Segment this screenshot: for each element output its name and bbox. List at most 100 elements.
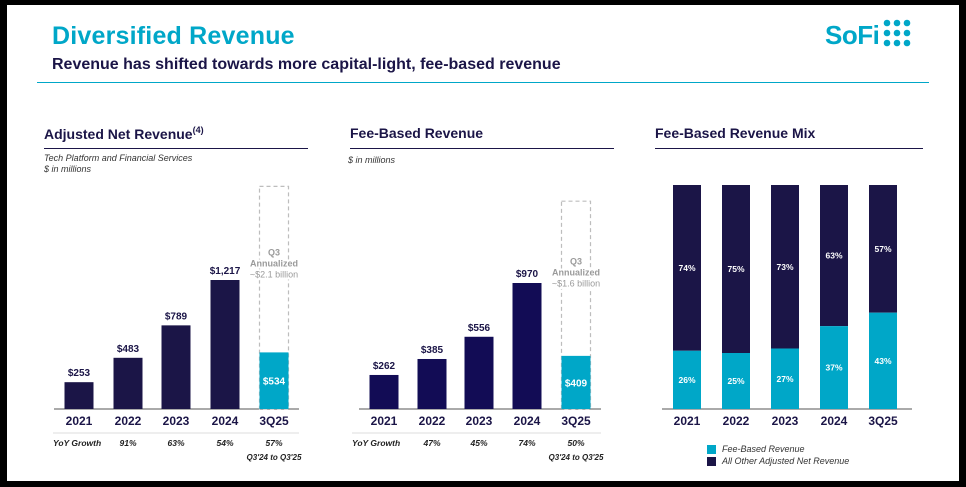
- chart1-tick-label: 2023: [163, 414, 190, 428]
- chart3-bar-fee-2023: [771, 348, 799, 409]
- page-subtitle: Revenue has shifted towards more capital…: [52, 56, 561, 73]
- chart1-data-label: $789: [165, 311, 188, 322]
- chart3-legend: Fee-Based Revenue All Other Adjusted Net…: [707, 443, 849, 467]
- chart2-bar-3Q25: [561, 355, 591, 409]
- legend-item-fee-based: Fee-Based Revenue: [707, 443, 849, 455]
- chart2-annualized-label: Annualized: [552, 268, 600, 278]
- chart3-label-fee: 43%: [874, 356, 891, 366]
- chart3-tick-label: 2024: [821, 414, 848, 428]
- chart1-data-label: $534: [263, 377, 286, 388]
- chart1-growth-value: 91%: [119, 438, 136, 448]
- chart1-title: Adjusted Net Revenue: [44, 126, 193, 142]
- chart3-bar-fee-3Q25: [869, 312, 897, 409]
- chart1-growth-label: YoY Growth: [53, 438, 101, 448]
- chart3-label-fee: 26%: [678, 375, 695, 385]
- sofi-logo: SoFi: [825, 19, 911, 52]
- chart1-bar-2024: [210, 280, 240, 409]
- chart2-data-label: $385: [421, 345, 444, 356]
- panel-title-fee-based-revenue: Fee-Based Revenue: [350, 125, 484, 141]
- chart3-tick-label: 3Q25: [868, 414, 898, 428]
- chart2-growth-label: YoY Growth: [352, 438, 400, 448]
- chart1-bar-3Q25: [259, 352, 289, 409]
- chart2-tick-label: 2023: [466, 414, 493, 428]
- chart1-note-2: $ in millions: [44, 164, 92, 174]
- chart3-label-other: 57%: [874, 244, 891, 254]
- chart1-bar-2022: [113, 357, 143, 409]
- panel-rule-1: [44, 148, 308, 149]
- chart1-data-label: $483: [117, 344, 140, 355]
- chart1-notes: Tech Platform and Financial Services $ i…: [44, 153, 192, 175]
- chart2-growth-footnote: Q3'24 to Q3'25: [549, 453, 604, 462]
- chart2-tick-label: 2022: [419, 414, 446, 428]
- chart1-annualized-label: Q3: [268, 247, 280, 257]
- chart1-bar-2023: [161, 325, 191, 409]
- chart2-annualized-label: Q3: [570, 257, 582, 267]
- chart3-bar-other-3Q25: [869, 185, 897, 313]
- chart2-tick-label: 2021: [371, 414, 398, 428]
- chart2-bar-2022: [417, 358, 447, 409]
- chart2-growth-value: 45%: [469, 438, 487, 448]
- chart3-label-fee: 37%: [825, 363, 842, 373]
- chart2-data-label: $262: [373, 361, 396, 372]
- chart3-tick-label: 2022: [723, 414, 750, 428]
- chart1-bar-2021: [64, 382, 94, 409]
- panel-title-fee-based-revenue-mix: Fee-Based Revenue Mix: [655, 125, 816, 141]
- slide: Diversified Revenue Revenue has shifted …: [7, 5, 959, 481]
- chart2-growth-value: 50%: [567, 438, 584, 448]
- chart3-bar-other-2022: [722, 185, 750, 353]
- chart1-annualized-label: ~$2.1 billion: [250, 269, 298, 279]
- panel-rule-3: [655, 148, 923, 149]
- chart2-data-label: $556: [468, 323, 491, 334]
- chart3-label-fee: 27%: [776, 374, 793, 384]
- header-divider: [37, 82, 929, 83]
- chart1-growth-value: 54%: [216, 438, 233, 448]
- chart2-growth-value: 74%: [518, 438, 535, 448]
- chart2-tick-label: 3Q25: [561, 414, 591, 428]
- chart2-annualized-label: ~$1.6 billion: [552, 279, 600, 289]
- chart3-bar-fee-2024: [820, 326, 848, 409]
- chart1-tick-label: 2021: [66, 414, 93, 428]
- chart1-growth-value: 57%: [265, 438, 282, 448]
- sofi-dots-icon: [883, 19, 911, 52]
- chart2-annualized-bar: [560, 200, 592, 410]
- logo-text: SoFi: [825, 20, 880, 50]
- legend-swatch-all-other: [707, 456, 716, 466]
- legend-label-fee-based: Fee-Based Revenue: [722, 444, 805, 454]
- chart3-label-fee: 25%: [727, 376, 744, 386]
- chart2-bar-2021: [369, 374, 399, 409]
- chart1-annualized-label: Annualized: [250, 258, 298, 268]
- chart3-bar-other-2024: [820, 185, 848, 327]
- chart1-tick-label: 2024: [212, 414, 239, 428]
- panel-rule-2: [350, 148, 614, 149]
- legend-swatch-fee-based: [707, 444, 716, 454]
- chart3-label-other: 63%: [825, 251, 842, 261]
- chart2-note: $ in millions: [348, 155, 396, 165]
- chart2-bar-2023: [464, 336, 494, 409]
- chart3-label-other: 74%: [678, 263, 695, 273]
- chart3-bar-other-2023: [771, 185, 799, 349]
- chart1-tick-label: 2022: [115, 414, 142, 428]
- chart3-label-other: 73%: [776, 262, 793, 272]
- page-title: Diversified Revenue: [52, 22, 295, 50]
- chart3-bar-fee-2021: [673, 350, 701, 409]
- chart1-note-1: Tech Platform and Financial Services: [44, 153, 193, 163]
- legend-item-all-other: All Other Adjusted Net Revenue: [707, 455, 849, 467]
- chart2-tick-label: 2024: [514, 414, 541, 428]
- legend-label-all-other: All Other Adjusted Net Revenue: [722, 456, 850, 466]
- chart2-bar-2024: [512, 283, 542, 409]
- chart3-label-other: 75%: [727, 264, 744, 274]
- chart3-tick-label: 2023: [772, 414, 799, 428]
- chart2-growth-value: 47%: [422, 438, 440, 448]
- chart2-data-label: $409: [565, 378, 588, 389]
- chart3-tick-label: 2021: [674, 414, 701, 428]
- chart1-title-footnote: (4): [192, 125, 204, 135]
- chart2-data-label: $970: [516, 269, 539, 280]
- chart1-growth-value: 63%: [167, 438, 184, 448]
- chart3-bar-other-2021: [673, 185, 701, 351]
- chart1-growth-footnote: Q3'24 to Q3'25: [247, 453, 302, 462]
- chart3-bar-fee-2022: [722, 353, 750, 409]
- panel-title-adjusted-net-revenue: Adjusted Net Revenue(4): [44, 125, 204, 142]
- chart1-data-label: $253: [68, 368, 91, 379]
- chart1-data-label: $1,217: [210, 266, 241, 277]
